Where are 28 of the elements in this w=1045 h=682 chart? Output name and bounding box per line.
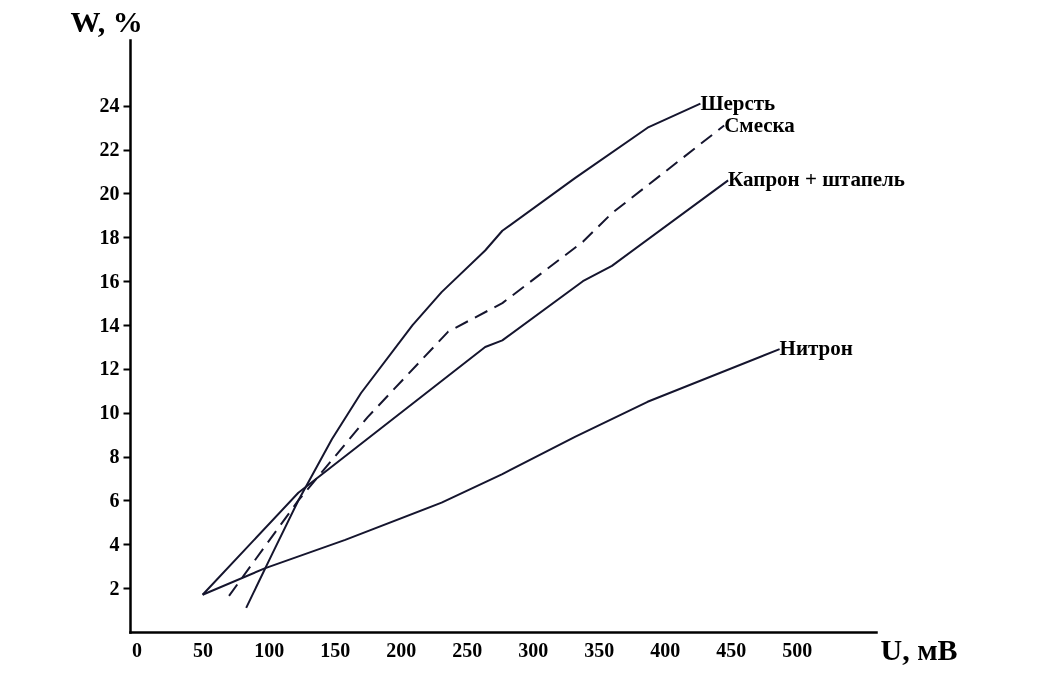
x-tick-label: 450 xyxy=(716,638,747,661)
y-tick-label: 8 xyxy=(109,445,120,468)
x-tick-label: 300 xyxy=(518,638,549,661)
series-label: Шерсть xyxy=(700,90,776,115)
y-tick-label: 24 xyxy=(99,94,120,117)
x-tick-label: 200 xyxy=(386,638,417,661)
y-axis-title: W, % xyxy=(70,4,143,38)
series-label: Нитрон xyxy=(779,336,853,361)
y-tick-label: 10 xyxy=(99,401,120,424)
y-tick-label: 16 xyxy=(99,269,120,292)
y-tick-label: 18 xyxy=(99,225,120,248)
x-tick-label: 0 xyxy=(132,638,143,661)
x-axis-title: U, мВ xyxy=(880,632,958,666)
y-tick-label: 4 xyxy=(109,532,120,555)
y-tick-label: 2 xyxy=(109,576,120,599)
x-tick-label: 150 xyxy=(320,638,351,661)
y-tick-label: 12 xyxy=(99,357,120,380)
y-tick-label: 20 xyxy=(99,181,120,204)
series-label: Капрон + штапель xyxy=(728,167,905,192)
x-tick-label: 100 xyxy=(254,638,285,661)
x-tick-label: 50 xyxy=(193,638,214,661)
y-tick-label: 22 xyxy=(99,138,120,161)
x-tick-label: 250 xyxy=(452,638,483,661)
y-tick-label: 14 xyxy=(99,313,120,336)
x-tick-label: 400 xyxy=(650,638,681,661)
x-tick-label: 500 xyxy=(782,638,813,661)
y-tick-label: 6 xyxy=(109,488,120,511)
x-tick-label: 350 xyxy=(584,638,615,661)
